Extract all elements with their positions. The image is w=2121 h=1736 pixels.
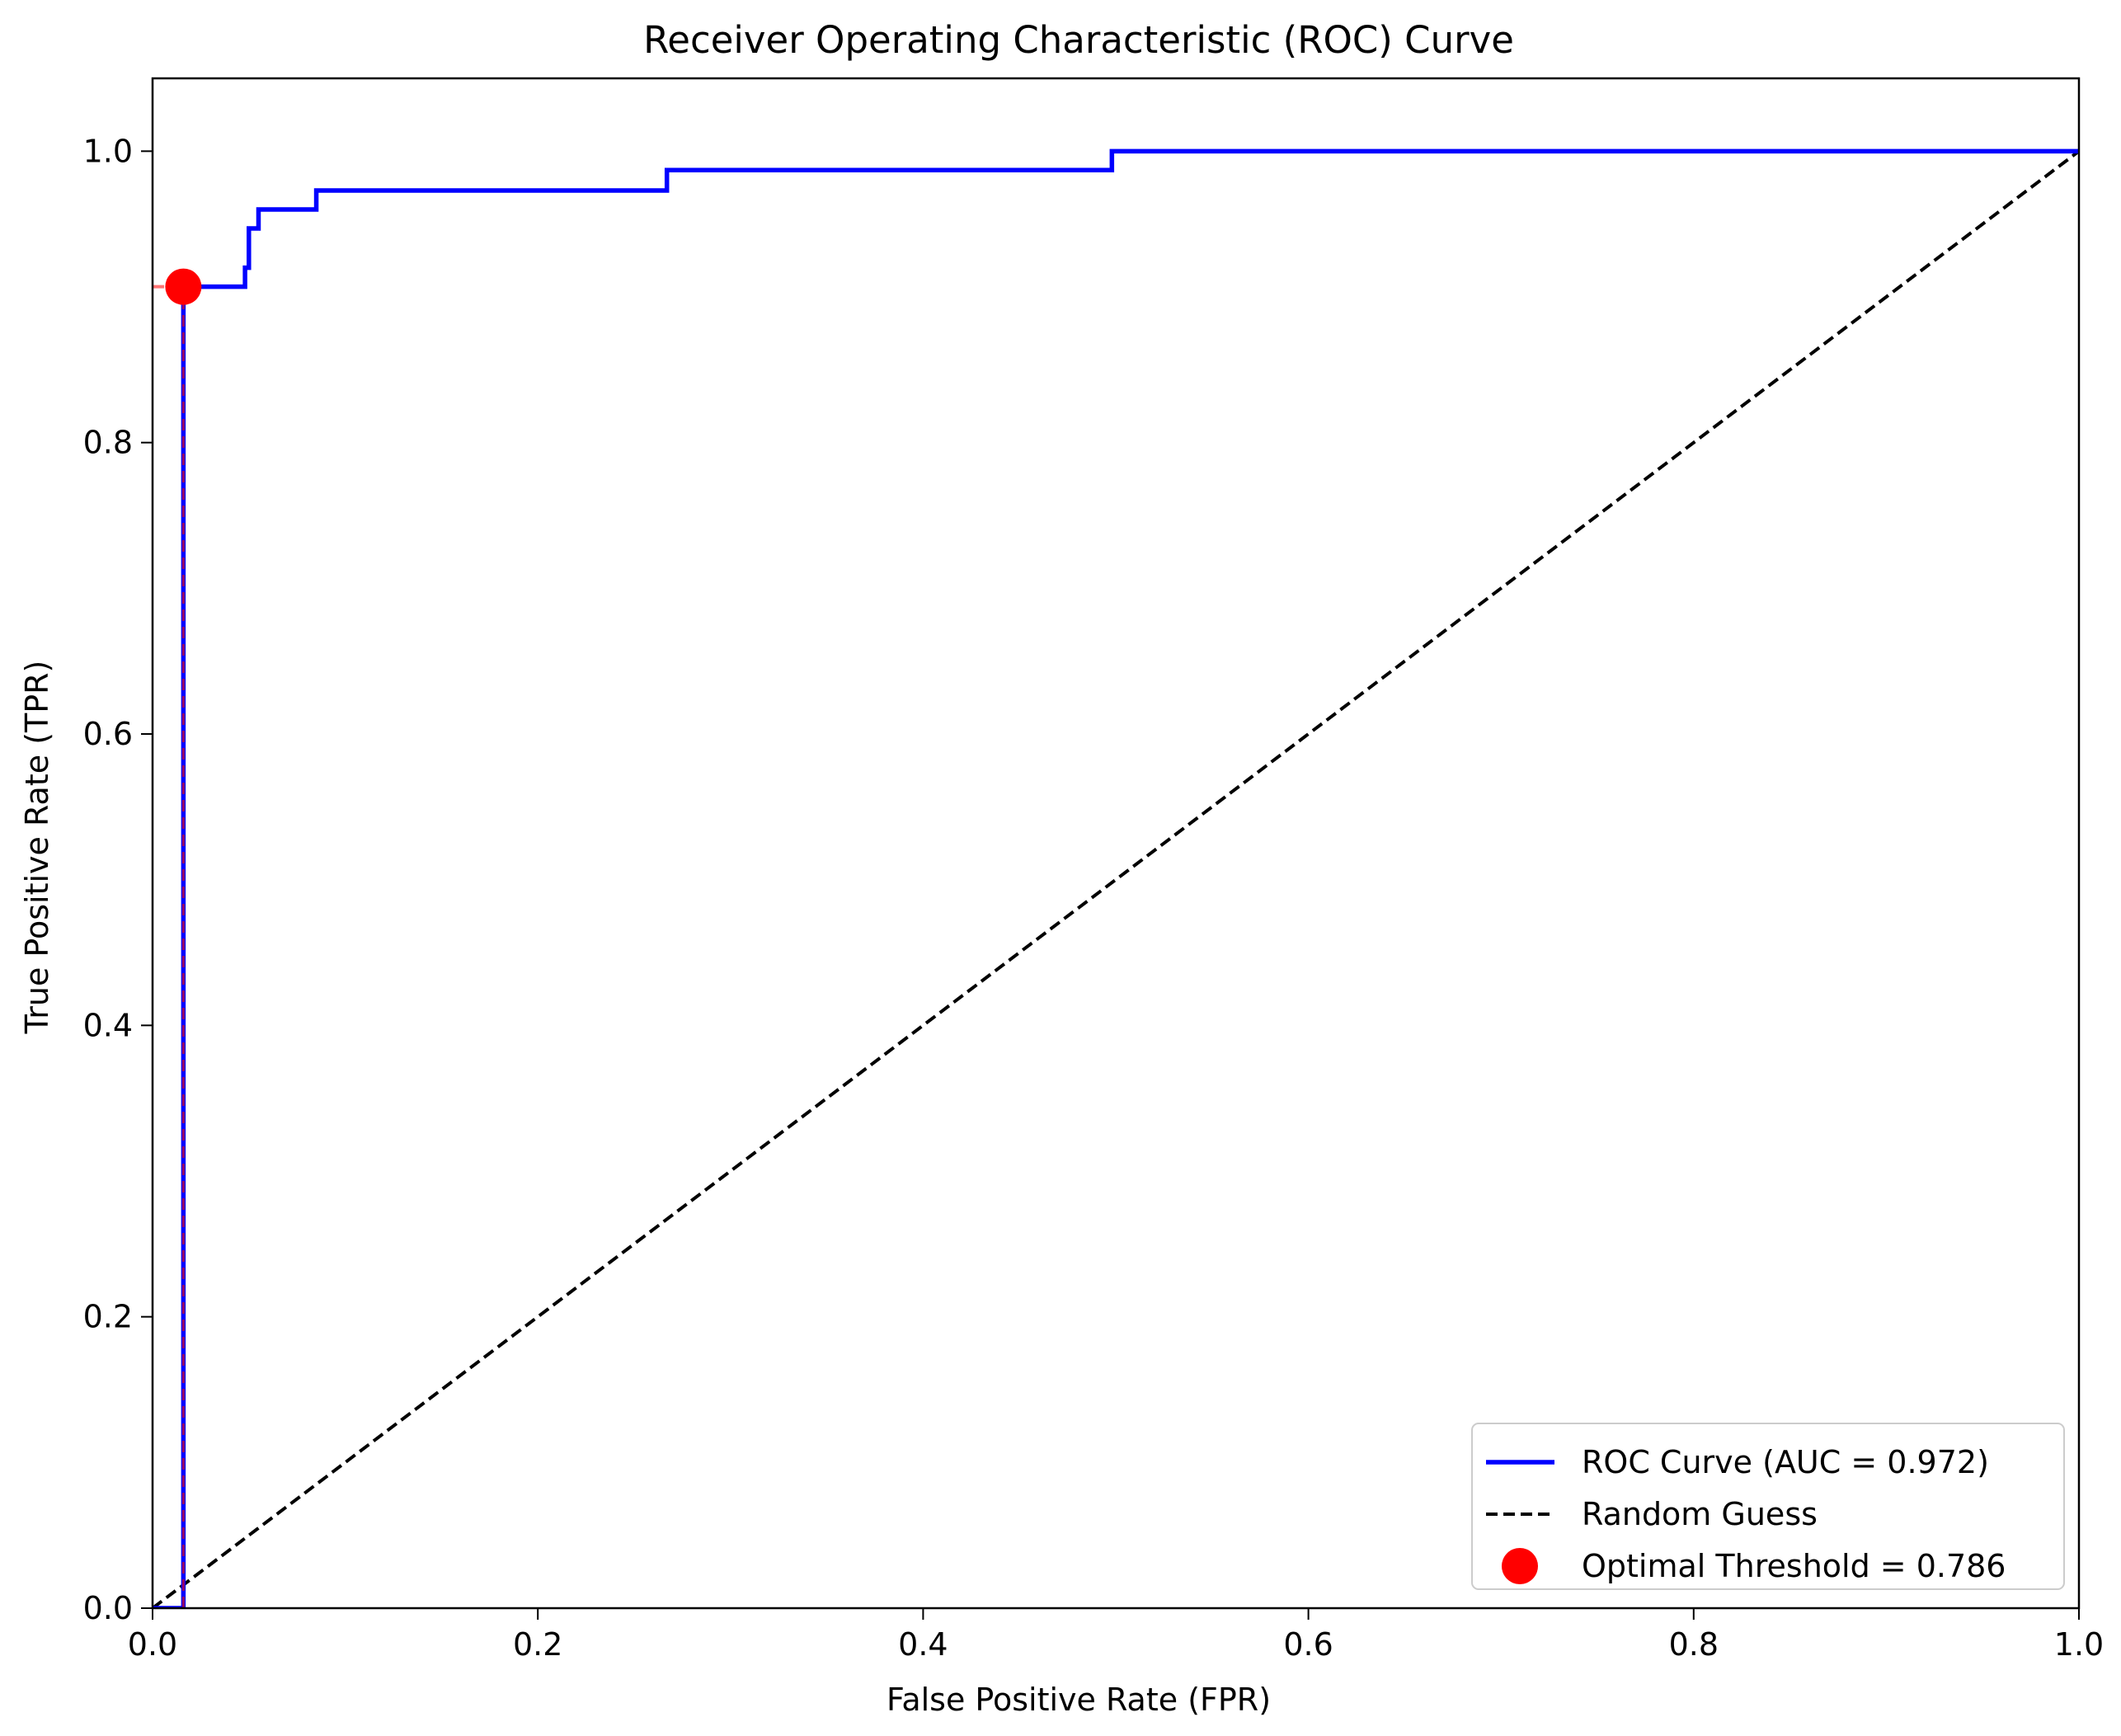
legend-optimal-swatch xyxy=(1502,1548,1538,1584)
x-tick-label: 0.0 xyxy=(128,1626,177,1663)
y-tick-label: 1.0 xyxy=(83,133,133,169)
optimal-threshold-point xyxy=(165,268,202,305)
legend: ROC Curve (AUC = 0.972) Random Guess Optim… xyxy=(1471,1423,2065,1590)
y-tick-label: 0.8 xyxy=(83,425,133,461)
legend-optimal-label: Optimal Threshold = 0.786 xyxy=(1582,1548,2006,1584)
y-tick-label: 0.2 xyxy=(83,1299,133,1335)
y-tick-label: 0.6 xyxy=(83,716,133,752)
legend-random-label: Random Guess xyxy=(1582,1496,1818,1532)
legend-box xyxy=(1471,1423,2065,1590)
legend-roc-label: ROC Curve (AUC = 0.972) xyxy=(1582,1444,1989,1480)
roc-curve-line xyxy=(153,148,2079,1608)
x-tick-label: 0.6 xyxy=(1283,1626,1333,1663)
plot-area: 0.0 0.2 0.4 0.6 0.8 1.0 0.0 0.2 0.4 0.6 0.8 1.0 xyxy=(83,77,2104,1663)
y-axis-label: True Positive Rate (TPR) xyxy=(19,661,55,1035)
y-tick-label: 0.0 xyxy=(83,1590,133,1626)
axes-frame xyxy=(151,77,2081,1610)
x-tick-label: 0.2 xyxy=(513,1626,562,1663)
x-tick-label: 0.4 xyxy=(898,1626,948,1663)
x-tick-label: 1.0 xyxy=(2054,1626,2104,1663)
plot-clip-group xyxy=(153,148,2079,1608)
chart-title: Receiver Operating Characteristic (ROC) … xyxy=(643,18,1514,62)
x-tick-label: 0.8 xyxy=(1669,1626,1719,1663)
x-axis-label: False Positive Rate (FPR) xyxy=(886,1682,1271,1718)
random-guess-line xyxy=(153,149,2079,1608)
y-tick-label: 0.4 xyxy=(83,1007,133,1043)
